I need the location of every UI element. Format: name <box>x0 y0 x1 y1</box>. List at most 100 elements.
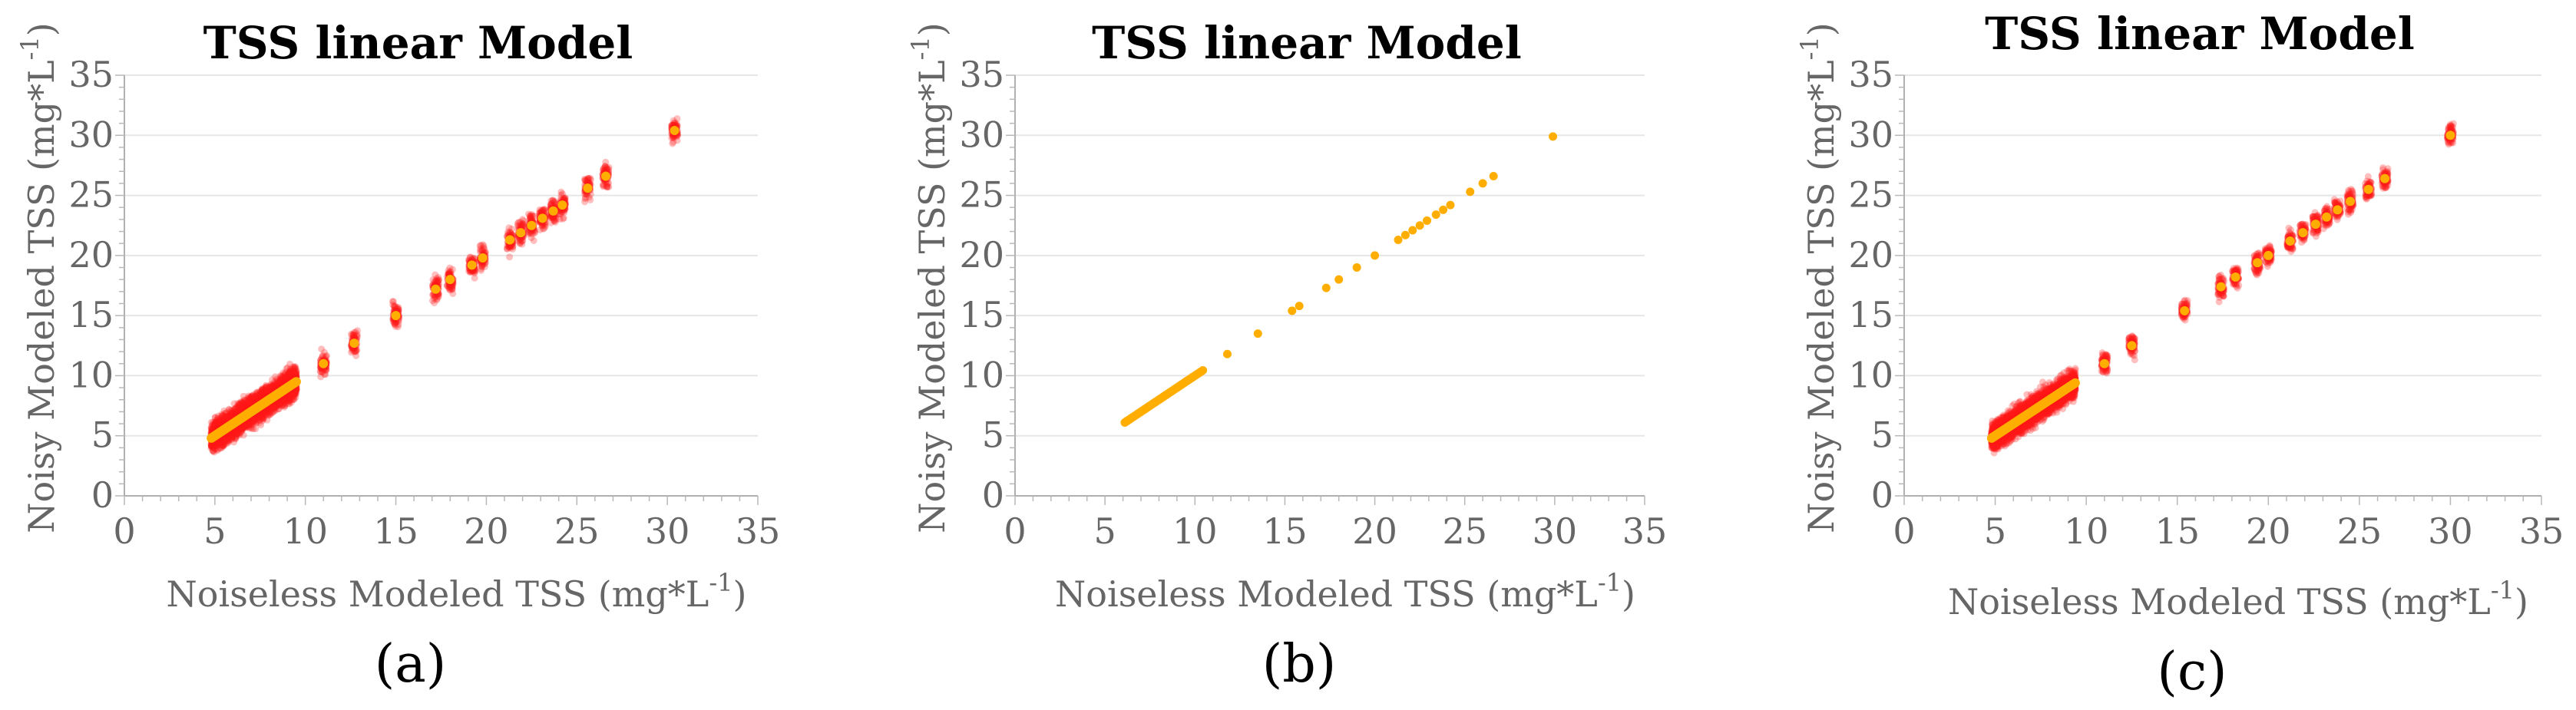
noisy-point <box>209 443 217 451</box>
noisy-point <box>212 441 220 449</box>
noisy-point <box>226 433 233 441</box>
noisy-point <box>213 416 220 424</box>
noisy-point <box>213 421 220 428</box>
noisy-point <box>226 411 233 419</box>
y-tick-label: 5 <box>91 414 114 456</box>
noisy-point <box>214 445 222 453</box>
noisy-point <box>211 442 219 450</box>
noisy-point <box>217 415 225 423</box>
noisy-point <box>221 434 229 442</box>
noisy-point <box>214 414 222 422</box>
noisy-point <box>215 418 223 426</box>
noisy-point <box>208 443 216 451</box>
noisy-point <box>219 435 227 443</box>
noisy-point <box>227 411 234 419</box>
noisy-point <box>218 411 226 418</box>
noisy-point <box>217 418 225 425</box>
noisy-point <box>222 437 230 444</box>
noisy-point <box>208 441 216 449</box>
noisy-point <box>218 438 226 445</box>
noisy-point <box>212 418 220 426</box>
noisy-point <box>220 434 228 442</box>
noisy-point <box>218 439 226 447</box>
y-axis-label: Noisy Modeled TSS (mg*L-1) <box>15 22 62 533</box>
noisy-point <box>432 277 440 285</box>
noisy-point <box>225 406 233 414</box>
noisy-point <box>226 431 233 439</box>
noisy-point <box>220 441 228 449</box>
noisy-point <box>220 411 227 419</box>
noisy-point <box>220 437 227 444</box>
noisy-point <box>220 438 227 445</box>
noisy-point <box>214 421 222 428</box>
noisy-point <box>223 413 230 421</box>
noisy-point <box>223 414 230 422</box>
noisy-point <box>219 439 227 447</box>
noisy-point <box>210 421 218 428</box>
noisy-point <box>217 444 224 452</box>
noisy-point <box>432 271 439 279</box>
noisy-point <box>209 418 217 426</box>
noisy-point <box>212 420 220 428</box>
noisy-point <box>207 441 215 448</box>
noisy-point <box>217 419 224 427</box>
noisy-point <box>227 431 235 438</box>
noisy-point <box>213 419 221 427</box>
noisy-point <box>221 416 229 424</box>
noisy-point <box>225 436 233 444</box>
noisy-point <box>220 413 227 421</box>
noisy-point <box>293 370 300 378</box>
noisy-point <box>530 236 537 244</box>
noisy-point <box>221 410 229 418</box>
noisy-point <box>211 442 219 450</box>
noisy-point <box>207 424 215 432</box>
noisy-point <box>207 418 215 426</box>
noisy-point <box>518 237 526 245</box>
noisy-point <box>223 434 231 442</box>
noisy-point <box>222 435 230 443</box>
noisy-point <box>207 442 215 450</box>
y-tick-label: 35 <box>68 54 114 95</box>
noisy-point <box>227 412 235 420</box>
noisy-point <box>225 411 233 419</box>
noisy-point <box>318 345 326 353</box>
noisy-point <box>211 445 219 453</box>
noisy-point <box>217 418 225 425</box>
noisy-point <box>217 414 225 422</box>
noisy-point <box>215 421 223 428</box>
y-tick-label: 0 <box>91 474 114 516</box>
noisy-point <box>225 438 233 446</box>
noisy-point <box>216 439 223 447</box>
noisy-point <box>210 441 217 449</box>
noisy-point <box>322 352 330 359</box>
x-tick-label: 30 <box>645 510 690 552</box>
x-axis-label: Noiseless Modeled TSS (mg*L-1) <box>167 568 747 615</box>
noisy-point <box>210 422 218 430</box>
noisy-point <box>317 368 325 375</box>
noisy-point <box>217 418 225 426</box>
noisy-point <box>220 442 227 450</box>
x-tick-label: 20 <box>464 510 509 552</box>
noisy-point <box>220 415 227 423</box>
noisy-point <box>213 447 221 454</box>
noisy-point <box>210 441 218 448</box>
noisy-point <box>208 441 216 449</box>
noisy-point <box>223 413 231 421</box>
noisy-point <box>215 417 223 424</box>
noisy-point <box>211 413 219 421</box>
noisy-point <box>225 414 233 421</box>
noisy-point <box>224 432 232 440</box>
noisy-point <box>216 417 223 424</box>
noisy-point <box>217 438 225 445</box>
noisy-point <box>220 407 228 414</box>
noisy-point <box>221 439 229 447</box>
x-tick-label: 35 <box>736 510 781 552</box>
noisy-point <box>220 417 228 424</box>
y-tick-label: 20 <box>68 234 114 276</box>
noisy-point <box>226 433 233 441</box>
noisy-point <box>225 431 233 439</box>
noisy-point <box>210 447 217 455</box>
noisy-point <box>227 411 234 419</box>
